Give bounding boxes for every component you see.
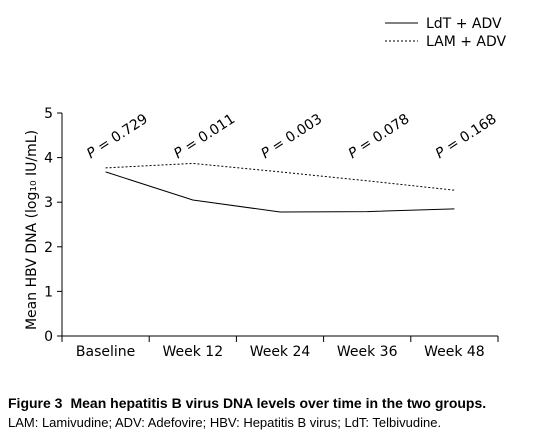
- p-value-label: P = 0.011: [171, 111, 238, 162]
- p-value-label: P = 0.078: [346, 111, 413, 162]
- x-tick-label: Week 48: [424, 344, 485, 360]
- figure-label: Figure 3: [8, 395, 63, 411]
- y-tick-label: 2: [44, 240, 53, 256]
- x-tick-label: Week 12: [162, 344, 223, 360]
- y-tick-label: 0: [44, 329, 53, 345]
- y-tick-label: 3: [44, 195, 53, 211]
- figure-abbreviations: LAM: Lamivudine; ADV: Adefovire; HBV: He…: [8, 415, 442, 430]
- legend-label: LdT + ADV: [426, 16, 502, 32]
- y-axis-label: Mean HBV DNA (log₁₀ IU/mL): [24, 130, 40, 330]
- x-tick-label: Week 24: [250, 344, 311, 360]
- x-tick-label: Baseline: [76, 344, 135, 360]
- chart-axes: [61, 113, 498, 337]
- figure-caption: Figure 3 Mean hepatitis B virus DNA level…: [8, 394, 548, 412]
- y-tick-label: 5: [44, 106, 53, 122]
- axis-ticks: 0 1 2 3 4 5 Baseline Week 12 Week 24 Week 36 Week …: [44, 106, 499, 360]
- line-chart: 0 1 2 3 4 5 Baseline Week 12 Week 24 Week 36 Week …: [24, 16, 507, 360]
- series-lines: [105, 162, 455, 213]
- y-tick-label: 4: [44, 151, 53, 167]
- legend: LdT + ADV LAM + ADV: [385, 16, 507, 50]
- series-line: [105, 171, 455, 213]
- x-tick-label: Week 36: [337, 344, 398, 360]
- figure-title: Mean hepatitis B virus DNA levels over t…: [70, 395, 487, 411]
- y-tick-label: 1: [44, 284, 53, 300]
- p-value-labels: P = 0.729 P = 0.011 P = 0.003 P = 0.078 P = …: [84, 111, 500, 162]
- p-value-label: P = 0.168: [433, 111, 500, 162]
- series-line: [105, 162, 455, 191]
- p-value-label: P = 0.003: [258, 111, 325, 162]
- legend-label: LAM + ADV: [426, 34, 507, 50]
- p-value-label: P = 0.729: [84, 111, 151, 162]
